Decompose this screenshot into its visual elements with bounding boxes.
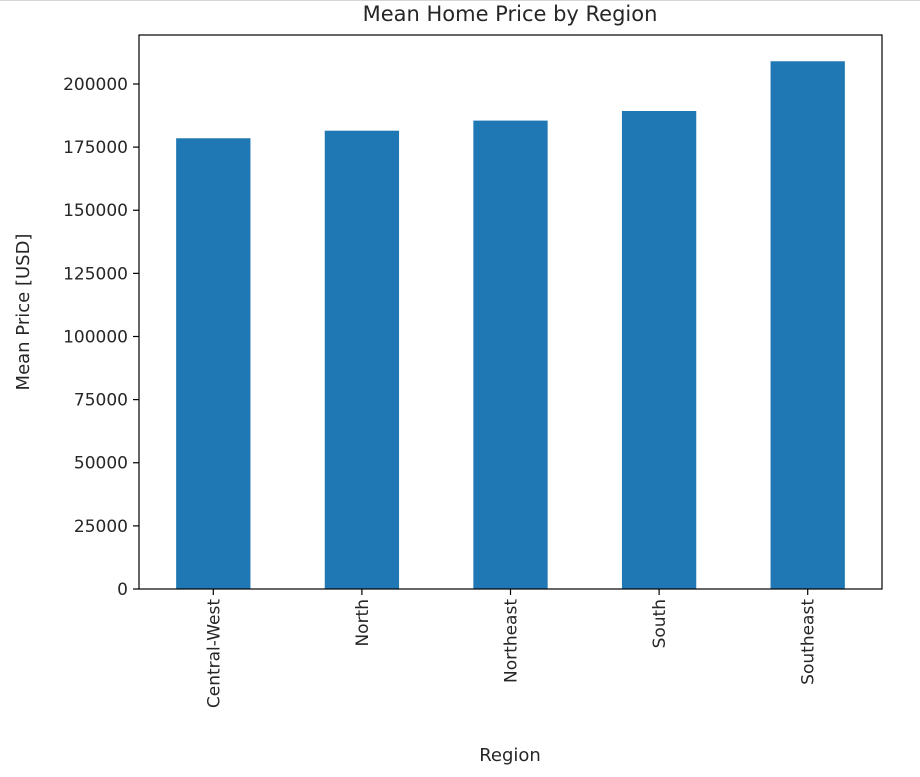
y-tick-label: 200000 (63, 75, 128, 95)
x-tick-label: South (650, 599, 670, 648)
bar-north (324, 130, 400, 590)
y-axis-label: Mean Price [USD] (13, 234, 34, 391)
y-tick-label: 175000 (63, 138, 128, 158)
y-tick-label: 75000 (74, 391, 128, 411)
y-tick-label: 25000 (74, 517, 128, 537)
x-tick-label: Central-West (204, 599, 224, 708)
bar-central-west (176, 138, 251, 589)
x-axis: Central-West North Northeast South Southeast (204, 589, 819, 708)
bar-south (621, 111, 697, 590)
bar-northeast (473, 120, 548, 589)
chart-title: Mean Home Price by Region (363, 2, 658, 26)
x-tick-label: Northeast (502, 599, 522, 683)
plot-frame (138, 34, 883, 590)
top-border (0, 0, 920, 1)
y-axis: 0 25000 50000 75000 100000 125000 150000 175000… (63, 75, 139, 600)
y-tick-label: 150000 (63, 201, 128, 221)
x-tick-label: North (353, 599, 373, 647)
bar-southeast (770, 61, 845, 589)
y-tick-label: 125000 (63, 264, 128, 284)
x-axis-label: Region (479, 745, 541, 766)
y-tick-label: 100000 (63, 327, 128, 347)
bars-group (176, 61, 845, 590)
y-tick-label: 50000 (74, 454, 128, 474)
x-tick-label: Southeast (799, 599, 819, 685)
y-tick-label: 0 (117, 580, 128, 600)
